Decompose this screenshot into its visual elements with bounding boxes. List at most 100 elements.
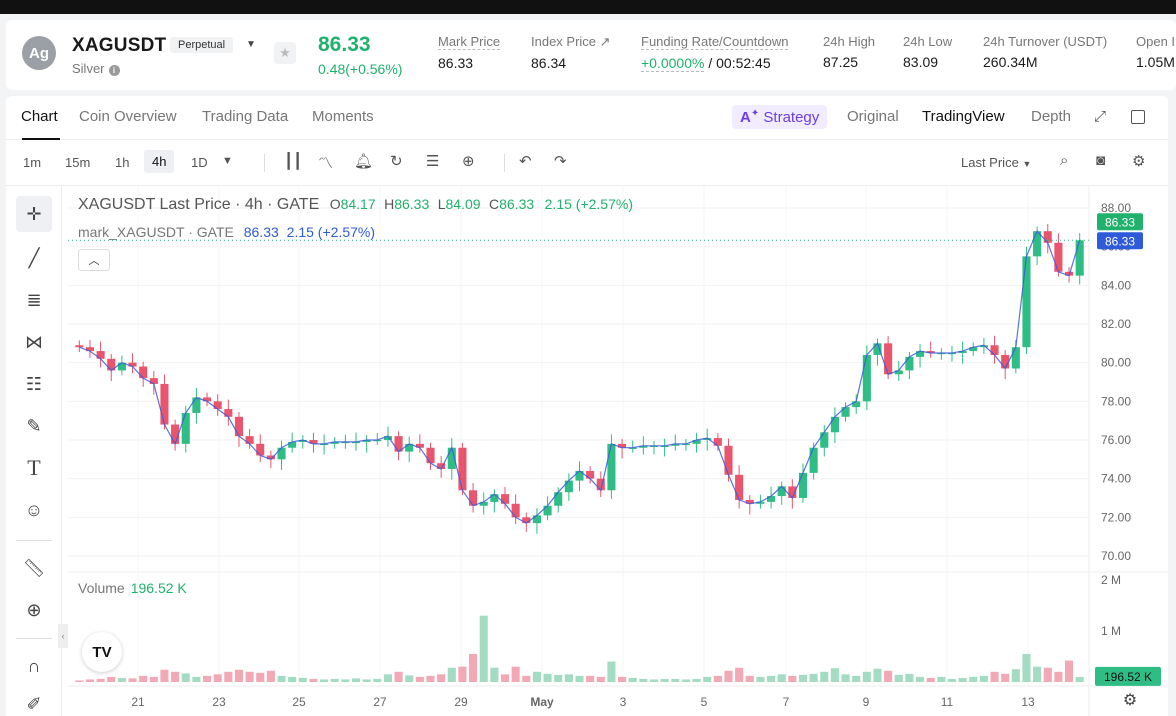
candle-body: [309, 440, 318, 444]
volume-bar: [862, 671, 871, 682]
chevron-down-icon[interactable]: ▼: [222, 155, 233, 167]
view-tradingview[interactable]: TradingView: [922, 108, 1005, 125]
chart-legend: XAGUSDT Last Price · 4h · GATE O84.17 H8…: [78, 196, 633, 213]
brush-icon[interactable]: ✎: [26, 415, 42, 436]
undo-icon[interactable]: ↶: [519, 153, 532, 170]
trend-line-icon[interactable]: ╱: [28, 247, 40, 268]
ruler-icon[interactable]: 📏︎: [22, 557, 46, 578]
expand-icon[interactable]: ⤢: [1094, 108, 1107, 125]
text-tool-icon[interactable]: T: [27, 455, 41, 480]
volume-current-label: 196.52 K: [1104, 670, 1152, 684]
x-tick-label: 29: [454, 695, 468, 709]
volume-bar: [202, 675, 212, 682]
stat-index-price[interactable]: Index Price ↗ 86.34: [531, 34, 611, 71]
view-original[interactable]: Original: [847, 108, 899, 125]
indicators-icon[interactable]: 〽: [318, 155, 334, 172]
candle-body: [437, 463, 446, 469]
emoji-icon[interactable]: ☺: [24, 499, 44, 520]
candle-body: [745, 499, 754, 504]
x-tick-label: 3: [620, 695, 627, 709]
favorite-star-icon[interactable]: ★: [274, 42, 296, 64]
tab-trading-data[interactable]: Trading Data: [202, 108, 289, 125]
timeframe-4h[interactable]: 4h: [144, 150, 175, 173]
candle-body: [511, 503, 520, 518]
candle-body: [213, 401, 222, 410]
volume-bar: [192, 676, 201, 682]
template-icon[interactable]: ☰: [426, 153, 440, 170]
view-depth[interactable]: Depth: [1031, 108, 1072, 125]
coin-name: Silver i: [72, 61, 120, 76]
candle-body: [841, 407, 850, 417]
tab-chart[interactable]: Chart: [21, 108, 58, 125]
candle-body: [256, 443, 265, 456]
price-source-select[interactable]: Last Price ▼: [961, 155, 1032, 170]
candle-body: [341, 441, 350, 444]
candle-body: [107, 358, 116, 371]
volume-tick-label: 2 M: [1101, 573, 1121, 587]
fib-retracement-icon[interactable]: ☷: [25, 373, 43, 394]
candle-body: [884, 343, 893, 375]
collapse-toolbar-tab[interactable]: ‹: [58, 624, 68, 648]
add-plus-icon[interactable]: ⊕: [462, 153, 475, 170]
timeframe-15m[interactable]: 15m: [65, 155, 91, 170]
mark-price-legend: mark_XAGUSDT · GATE 86.33 2.15 (+2.57%): [78, 224, 376, 240]
timeframe-1m[interactable]: 1m: [23, 155, 42, 170]
y-tick-label: 82.00: [1101, 317, 1131, 331]
chevron-down-icon[interactable]: ▼: [246, 39, 256, 50]
zoom-in-icon[interactable]: ⊕: [26, 599, 42, 620]
volume-bar: [213, 674, 222, 682]
info-icon[interactable]: i: [108, 65, 120, 76]
candle-body: [330, 441, 339, 444]
chart-tabs: Chart Coin Overview Trading Data Moments…: [6, 96, 1168, 140]
candle-body: [596, 478, 605, 491]
candle-body: [1001, 354, 1010, 369]
volume-bar: [96, 678, 105, 682]
volume-bar: [288, 676, 297, 682]
camera-icon[interactable]: ◙: [1096, 152, 1106, 169]
alert-bell-icon[interactable]: 🔔︎: [354, 153, 374, 170]
candle-body: [798, 472, 808, 498]
stat-open-interest: Open I 1.05M: [1136, 34, 1176, 70]
volume-bar: [649, 679, 659, 682]
candle-body: [862, 354, 871, 402]
volume-bar: [139, 675, 148, 682]
volume-bar: [788, 675, 797, 682]
timeframe-1d[interactable]: 1D: [191, 155, 208, 170]
volume-bar: [905, 673, 914, 682]
volume-bar: [309, 678, 318, 682]
tradingview-logo-icon[interactable]: TV: [82, 632, 122, 672]
volume-bar: [1001, 673, 1010, 682]
strategy-button[interactable]: A✦ Strategy: [732, 105, 828, 129]
pencil-lock-icon[interactable]: ✐: [26, 693, 42, 714]
timeframe-1h[interactable]: 1h: [115, 155, 130, 170]
tab-coin-overview[interactable]: Coin Overview: [79, 108, 177, 125]
candle-body: [266, 455, 275, 460]
magnet-icon[interactable]: ∩: [27, 655, 41, 676]
collapse-legend-button[interactable]: ︿: [78, 249, 110, 271]
pattern-icon[interactable]: ⋈: [25, 331, 43, 352]
volume-tick-label: 1 M: [1101, 624, 1121, 638]
candle-body: [692, 440, 701, 444]
volume-bar: [830, 668, 839, 682]
candle-body: [139, 366, 148, 379]
tab-moments[interactable]: Moments: [312, 108, 374, 125]
window-icon[interactable]: [1131, 110, 1145, 124]
candle-body: [224, 409, 233, 417]
candlestick-chart[interactable]: 88.0086.0084.0082.0080.0078.0076.0074.00…: [6, 96, 1168, 716]
candle-body: [575, 470, 584, 481]
gear-icon[interactable]: ⚙: [1132, 153, 1146, 170]
symbol-title[interactable]: XAGUSDT: [72, 35, 167, 56]
replay-icon[interactable]: ↻: [390, 153, 403, 170]
candle-type-icon[interactable]: ┃┃: [284, 153, 303, 170]
redo-icon[interactable]: ↷: [554, 153, 567, 170]
horizontal-lines-icon[interactable]: ≣: [26, 289, 42, 310]
tool-divider: [16, 540, 52, 541]
chart-settings-icon[interactable]: ⚙: [1123, 692, 1137, 709]
volume-bar: [351, 678, 361, 682]
candle-body: [564, 480, 573, 493]
volume-bar: [777, 674, 786, 682]
candle-body: [1022, 256, 1031, 348]
crosshair-icon[interactable]: ✛: [16, 196, 52, 232]
toolbar-divider: [264, 154, 265, 172]
search-icon[interactable]: ⌕: [1060, 152, 1069, 169]
